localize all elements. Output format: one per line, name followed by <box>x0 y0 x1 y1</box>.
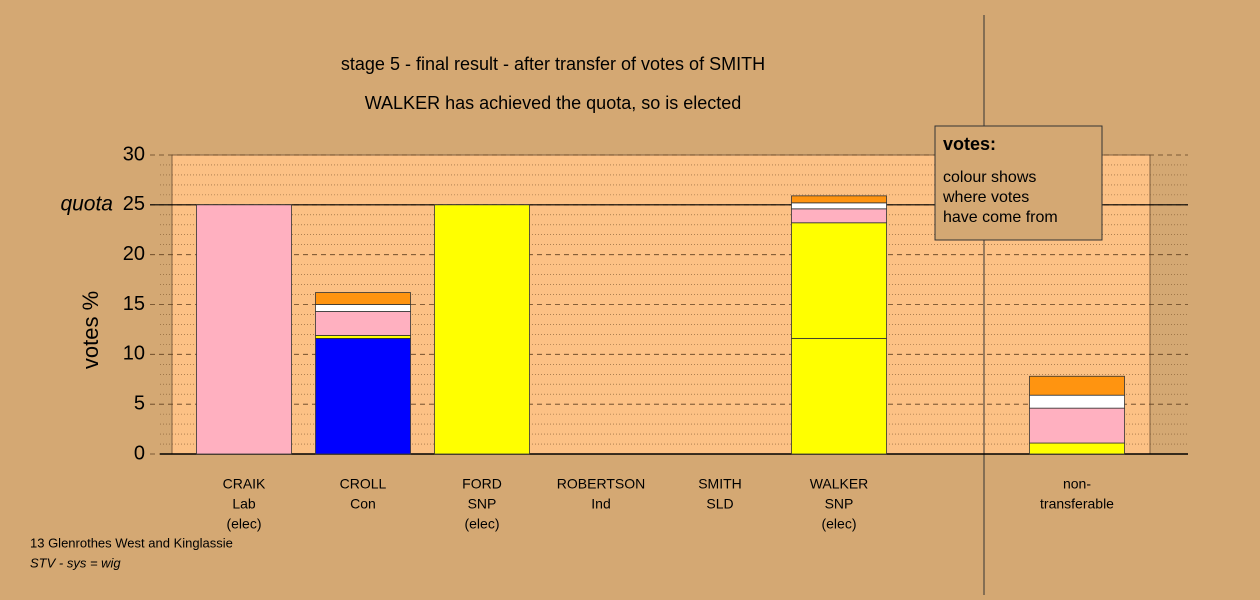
legend-box <box>934 125 1103 241</box>
bar-segment <box>315 337 411 455</box>
x-tick-label: (elec) <box>464 516 499 532</box>
bars <box>196 195 1125 455</box>
legend-text: have come from <box>943 209 1058 226</box>
x-tick-label: (elec) <box>821 516 856 532</box>
chart-subtitle: WALKER has achieved the quota, so is ele… <box>365 93 742 113</box>
bar-segment <box>1029 407 1125 444</box>
x-tick-label: SNP <box>825 496 854 512</box>
x-tick-label: transferable <box>1040 496 1114 512</box>
x-tick-label: CRAIK <box>223 476 266 492</box>
bar-segment <box>791 337 887 455</box>
x-tick-label: SMITH <box>698 476 742 492</box>
x-tick-label: SNP <box>468 496 497 512</box>
x-tick-label: CROLL <box>340 476 387 492</box>
bar-segment <box>315 311 411 336</box>
y-tick-label: 15 <box>123 293 145 315</box>
y-axis-label: votes % <box>78 291 103 369</box>
bar-segment <box>434 204 530 455</box>
footer: STV - sys = wig <box>30 555 121 570</box>
bar-segment <box>315 292 411 305</box>
x-tick-label: non- <box>1063 476 1091 492</box>
bar-segment <box>791 208 887 224</box>
y-tick-label: 5 <box>134 392 145 414</box>
bar-segment <box>791 202 887 210</box>
legend-title: votes: <box>943 134 996 154</box>
x-tick-label: Ind <box>591 496 610 512</box>
x-tick-label: SLD <box>706 496 733 512</box>
quota-label: quota <box>60 192 113 215</box>
legend-text: colour shows <box>943 169 1036 186</box>
x-tick-label: FORD <box>462 476 502 492</box>
y-tick-label: 30 <box>123 143 145 165</box>
bar-segment <box>315 334 411 339</box>
bar-segment <box>1029 394 1125 409</box>
bar-segment <box>1029 375 1125 396</box>
bar-segment <box>791 222 887 339</box>
y-tick-label: 0 <box>134 442 145 464</box>
bar-segment <box>196 204 292 455</box>
chart-title: stage 5 - final result - after transfer … <box>341 54 765 74</box>
x-tick-label: WALKER <box>810 476 869 492</box>
bar-segment <box>791 195 887 204</box>
y-tick-label: 10 <box>123 343 145 365</box>
x-tick-label: Con <box>350 496 376 512</box>
y-tick-label: 25 <box>123 193 145 215</box>
x-tick-label: Lab <box>232 496 256 512</box>
x-tick-label: ROBERTSON <box>557 476 645 492</box>
bar-segment <box>1029 442 1125 455</box>
y-tick-label: 20 <box>123 243 145 265</box>
bar-segment <box>315 304 411 312</box>
footer: 13 Glenrothes West and Kinglassie <box>30 535 233 550</box>
x-tick-label: (elec) <box>226 516 261 532</box>
legend-text: where votes <box>942 189 1029 206</box>
